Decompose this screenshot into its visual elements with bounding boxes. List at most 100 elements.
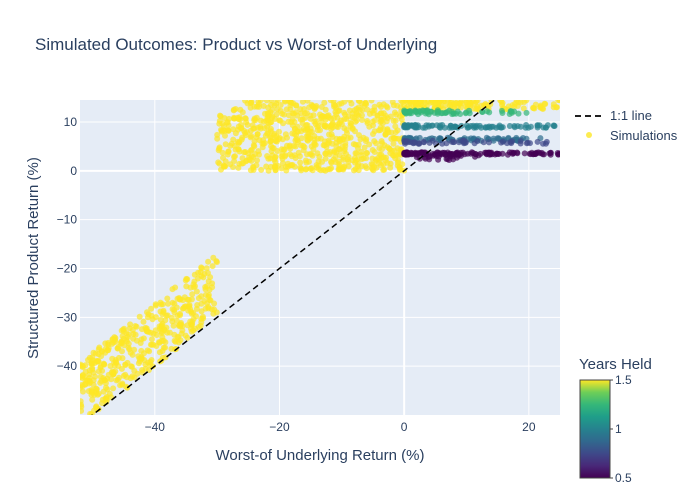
- simulation-point: [486, 139, 492, 146]
- simulation-point: [475, 105, 482, 112]
- simulation-point: [219, 149, 226, 156]
- simulation-point: [245, 150, 252, 157]
- simulation-point: [224, 151, 231, 158]
- simulation-point: [342, 111, 348, 118]
- simulation-point: [88, 391, 95, 398]
- simulation-point: [109, 368, 116, 375]
- simulation-point: [268, 143, 275, 150]
- simulation-point: [255, 148, 262, 155]
- simulation-point: [327, 123, 334, 130]
- simulation-point: [354, 156, 361, 163]
- simulation-point: [88, 359, 95, 366]
- simulation-point: [191, 278, 198, 285]
- simulation-point: [301, 110, 308, 117]
- simulation-point: [235, 140, 242, 147]
- simulation-point: [120, 372, 127, 379]
- simulation-point: [193, 288, 200, 295]
- simulation-point: [356, 100, 363, 105]
- colorbar-tick-label: 1.5: [615, 373, 632, 387]
- simulation-point: [269, 107, 276, 113]
- legend-item-line[interactable]: 1:1 line: [610, 108, 652, 123]
- simulation-point: [205, 304, 212, 310]
- simulation-point: [183, 283, 190, 290]
- simulation-point: [328, 159, 335, 166]
- simulation-point: [116, 374, 122, 381]
- simulation-point: [547, 151, 554, 158]
- simulation-point: [264, 115, 271, 122]
- simulation-point: [158, 301, 165, 308]
- simulation-point: [243, 129, 250, 136]
- simulation-point: [88, 411, 95, 415]
- simulation-point: [227, 161, 234, 168]
- simulation-point: [498, 139, 505, 146]
- y-tick-label: −30: [57, 310, 78, 324]
- simulation-point: [257, 100, 264, 104]
- simulation-point: [214, 131, 221, 138]
- simulation-point: [203, 265, 210, 272]
- simulation-point: [292, 155, 299, 161]
- simulation-point: [355, 104, 362, 111]
- simulation-point: [443, 140, 450, 147]
- simulation-point: [483, 134, 490, 141]
- simulation-point: [205, 258, 212, 265]
- simulation-point: [467, 100, 474, 107]
- simulation-point: [335, 146, 342, 153]
- simulation-point: [523, 109, 530, 116]
- y-tick-label: 10: [64, 115, 78, 129]
- simulation-point: [433, 122, 440, 129]
- simulation-point: [498, 107, 505, 114]
- simulation-point: [394, 145, 401, 152]
- simulation-point: [453, 100, 460, 106]
- x-tick-label: −40: [145, 420, 166, 434]
- simulation-point: [287, 100, 293, 104]
- simulation-point: [390, 140, 397, 147]
- simulation-point: [523, 100, 530, 104]
- simulation-point: [371, 163, 378, 170]
- simulation-point: [543, 124, 549, 131]
- simulation-point: [217, 113, 224, 120]
- simulation-point: [313, 103, 320, 109]
- simulation-point: [177, 296, 184, 303]
- simulation-point: [105, 347, 112, 354]
- y-tick-label: −10: [57, 213, 78, 227]
- simulation-point: [253, 114, 260, 121]
- simulation-point: [408, 122, 415, 129]
- simulation-point: [279, 110, 286, 117]
- simulation-point: [395, 135, 401, 142]
- simulation-point: [361, 102, 368, 109]
- simulation-point: [361, 144, 368, 151]
- simulation-point: [256, 137, 263, 144]
- simulation-point: [168, 345, 175, 352]
- simulation-point: [314, 127, 321, 134]
- simulation-point: [471, 100, 478, 107]
- colorbar-gradient: [579, 379, 611, 479]
- simulation-point: [394, 127, 401, 134]
- simulation-point: [320, 167, 327, 173]
- simulation-point: [368, 100, 375, 104]
- legend[interactable]: 1:1 line Simulations: [575, 108, 678, 143]
- simulation-point: [405, 100, 412, 104]
- simulation-point: [109, 336, 116, 343]
- simulation-point: [456, 139, 462, 146]
- simulation-point: [534, 122, 541, 129]
- simulation-point: [352, 150, 359, 157]
- simulation-point: [185, 296, 192, 303]
- simulation-point: [357, 136, 364, 143]
- legend-item-simulations[interactable]: Simulations: [610, 128, 678, 143]
- simulation-point: [268, 101, 274, 108]
- simulation-point: [152, 301, 159, 308]
- simulation-point: [413, 123, 420, 130]
- simulation-point: [125, 344, 132, 351]
- simulation-point: [299, 100, 306, 105]
- simulation-point: [316, 153, 323, 160]
- simulation-point: [309, 167, 316, 174]
- simulation-point: [347, 119, 354, 126]
- simulation-point: [336, 138, 343, 145]
- simulation-point: [89, 396, 96, 403]
- simulation-point: [242, 115, 249, 122]
- simulation-point: [124, 359, 131, 366]
- simulation-point: [517, 123, 524, 130]
- simulation-point: [184, 276, 191, 283]
- simulation-point: [268, 148, 275, 155]
